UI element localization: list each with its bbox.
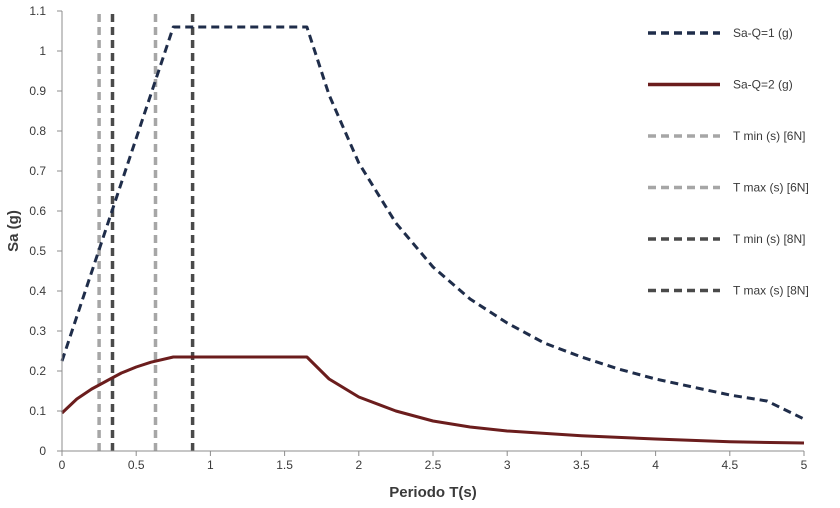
x-tick-label: 0 (59, 458, 66, 472)
y-tick-label: 0.1 (29, 404, 46, 418)
x-tick-label: 3 (504, 458, 511, 472)
series-layer (60, 11, 805, 451)
x-tick-label: 2.5 (425, 458, 442, 472)
legend-label: T max (s) [8N] (733, 284, 809, 298)
x-tick-label: 4.5 (721, 458, 738, 472)
y-tick-label: 1.1 (29, 4, 46, 18)
y-tick-label: 0.6 (29, 204, 46, 218)
legend-label: Sa-Q=2 (g) (733, 78, 793, 92)
legend-label: T min (s) [8N] (733, 232, 805, 246)
y-tick-label: 0.5 (29, 244, 46, 258)
y-tick-label: 0.4 (29, 284, 46, 298)
series-line-sa-q-2-g (60, 355, 805, 445)
axes-layer (61, 11, 804, 452)
x-axis-title: Periodo T(s) (389, 484, 477, 501)
y-tick-label: 0.2 (29, 364, 46, 378)
y-tick-label: 0 (39, 444, 46, 458)
x-tick-label: 0.5 (128, 458, 145, 472)
x-tick-label: 1.5 (276, 458, 293, 472)
y-tick-label: 0.9 (29, 84, 46, 98)
legend: Sa-Q=1 (g) Sa-Q=2 (g) T min (s) [6N] T max … (648, 26, 809, 298)
x-tick-label: 1 (207, 458, 214, 472)
y-tick-label: 0.7 (29, 164, 46, 178)
series-line-sa-q-1-g (60, 25, 805, 421)
x-tick-label: 3.5 (573, 458, 590, 472)
y-tick-label: 0.3 (29, 324, 46, 338)
x-tick-label: 5 (801, 458, 808, 472)
x-tick-label: 2 (355, 458, 362, 472)
y-axis-title: Sa (g) (5, 210, 22, 252)
legend-label: Sa-Q=1 (g) (733, 26, 793, 40)
legend-label: T min (s) [6N] (733, 129, 805, 143)
legend-label: T max (s) [6N] (733, 181, 809, 195)
y-tick-label: 1 (39, 44, 46, 58)
ticks-layer: 0 0.5 1 1.5 2 2.5 3 3.5 4 4.5 5 0 0.1 0.2 0.3 0.4 0.5 0.6… (29, 4, 807, 472)
y-tick-label: 0.8 (29, 124, 46, 138)
x-tick-label: 4 (652, 458, 659, 472)
